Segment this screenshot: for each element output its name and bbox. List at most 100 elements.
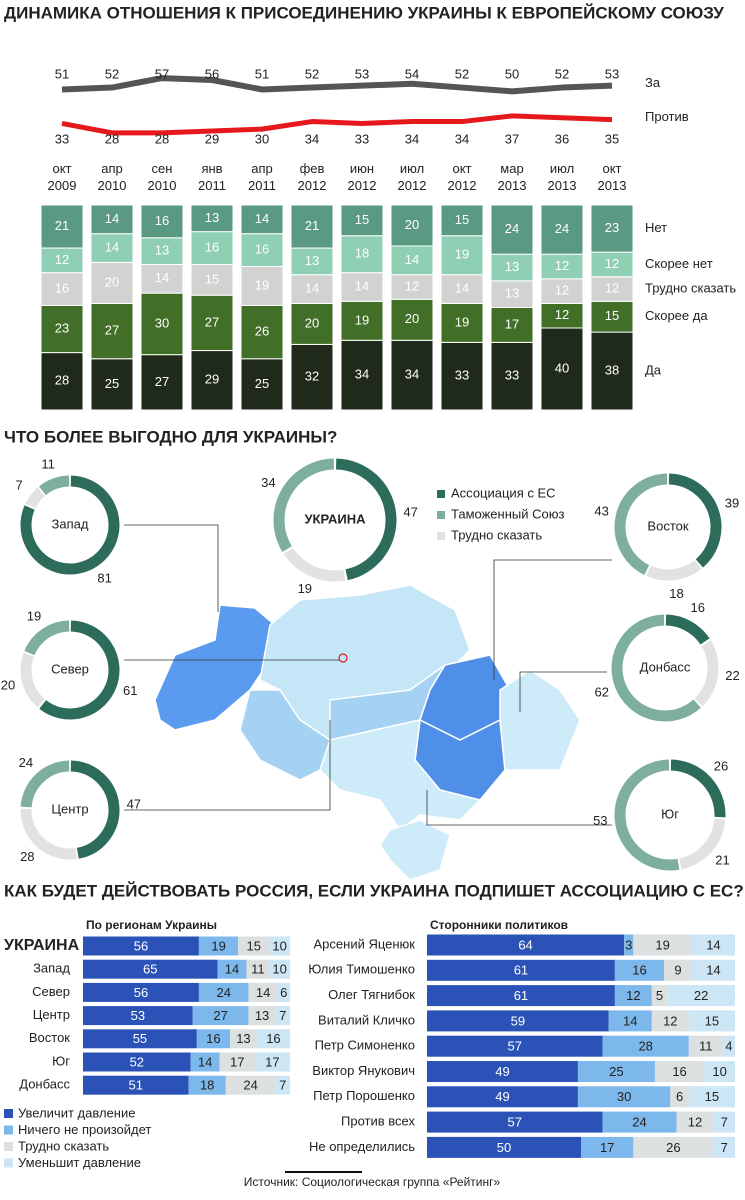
data-label: 56: [205, 66, 219, 81]
bar-segment: [225, 1075, 276, 1095]
bar-segment: [254, 1052, 290, 1072]
donut-segment: [335, 458, 397, 581]
category-label: Против всех: [341, 1114, 415, 1129]
bar-segment: [651, 985, 668, 1007]
legend-swatch: [4, 1125, 13, 1135]
data-label: 14: [623, 1013, 637, 1028]
data-label: 20: [1, 677, 15, 692]
legend-swatch: [437, 490, 445, 498]
data-label: 13: [205, 210, 219, 225]
bar-segment: [590, 204, 634, 253]
legend-label: Да: [645, 362, 662, 377]
data-label: 12: [405, 278, 419, 293]
legend-swatch: [437, 532, 445, 540]
bar-segment: [704, 1061, 735, 1082]
data-label: 53: [605, 66, 619, 81]
data-label: 16: [206, 1031, 220, 1046]
data-label: 33: [55, 131, 69, 146]
category-label: Петр Порошенко: [313, 1088, 415, 1103]
data-label: 43: [594, 504, 608, 519]
data-label: 59: [511, 1013, 525, 1028]
bar-segment: [390, 339, 434, 411]
category-label: Петр Симоненко: [315, 1038, 415, 1053]
data-label: 34: [405, 367, 419, 382]
legend-label: За: [645, 75, 661, 90]
bar-segment: [490, 253, 534, 282]
data-label: 30: [255, 131, 269, 146]
data-label: 52: [455, 66, 469, 81]
data-label: 28: [55, 373, 69, 388]
bar-segment: [90, 204, 134, 235]
data-label: 29: [205, 131, 219, 146]
bar-segment: [654, 1061, 705, 1082]
data-label: 61: [514, 963, 528, 978]
data-label: 28: [638, 1039, 652, 1054]
data-label: 17: [505, 316, 519, 331]
data-label: 27: [105, 323, 119, 338]
data-label: 12: [605, 256, 619, 271]
donut-segment: [24, 620, 70, 656]
data-label: 47: [403, 504, 417, 519]
data-label: 20: [405, 311, 419, 326]
bar-segment: [83, 1075, 189, 1095]
bar-segment: [664, 959, 692, 981]
data-label: 17: [230, 1054, 244, 1069]
legend-swatch: [4, 1109, 13, 1118]
bar-segment: [140, 292, 184, 356]
bar-segment: [440, 204, 484, 237]
bar-segment: [83, 982, 199, 1002]
data-label: 16: [155, 213, 169, 228]
donut-segment: [668, 473, 722, 568]
source: Источник: Социологическая группа «Рейтин…: [244, 1175, 501, 1189]
x-tick-label: сен 2010: [148, 161, 177, 193]
chart-title: КАК БУДЕТ ДЕЙСТВОВАТЬ РОССИЯ, ЕСЛИ УКРАИ…: [4, 881, 744, 900]
data-label: 50: [505, 66, 519, 81]
bar-segment: [83, 1006, 193, 1026]
bar-segment: [427, 1061, 578, 1082]
data-label: 36: [555, 131, 569, 146]
data-label: 50: [497, 1140, 511, 1155]
data-label: 33: [355, 131, 369, 146]
donut-segment: [273, 458, 335, 552]
bar-segment: [590, 251, 634, 278]
line: [61, 113, 613, 136]
donut-center-label: УКРАИНА: [304, 511, 366, 526]
data-label: 27: [213, 1008, 227, 1023]
data-label: 64: [518, 937, 532, 952]
data-label: 51: [129, 1078, 143, 1093]
data-label: 26: [714, 759, 728, 774]
bar-segment: [340, 300, 384, 341]
data-label: 12: [55, 252, 69, 267]
data-label: 19: [455, 314, 469, 329]
data-label: 7: [279, 1008, 286, 1023]
bar-segment: [256, 1029, 290, 1049]
donut-segment: [20, 652, 46, 708]
data-label: 24: [632, 1115, 646, 1130]
bar-segment: [90, 233, 134, 263]
legend-label: Ничего не произойдет: [18, 1122, 151, 1137]
bar-segment: [219, 1052, 255, 1072]
bar-segment: [633, 1136, 714, 1158]
bar-segment: [577, 1086, 671, 1108]
bar-segment: [670, 1086, 689, 1108]
bar-segment: [427, 985, 615, 1007]
bar-segment: [290, 274, 334, 304]
data-label: 24: [243, 1078, 257, 1093]
bar-segment: [248, 1006, 276, 1026]
data-label: 33: [505, 368, 519, 383]
data-label: 49: [495, 1064, 509, 1079]
bar-segment: [217, 959, 247, 979]
bar-segment: [275, 1075, 290, 1095]
data-label: 16: [691, 600, 705, 615]
bar-segment: [390, 298, 434, 341]
data-label: 15: [455, 212, 469, 227]
bar-segment: [83, 959, 218, 979]
data-label: 13: [155, 243, 169, 258]
data-label: 25: [609, 1064, 623, 1079]
data-label: 5: [656, 988, 663, 1003]
data-label: 12: [663, 1013, 677, 1028]
bar-segment: [246, 959, 270, 979]
data-label: 21: [305, 218, 319, 233]
bar-segment: [722, 1035, 735, 1057]
data-label: 14: [355, 278, 369, 293]
